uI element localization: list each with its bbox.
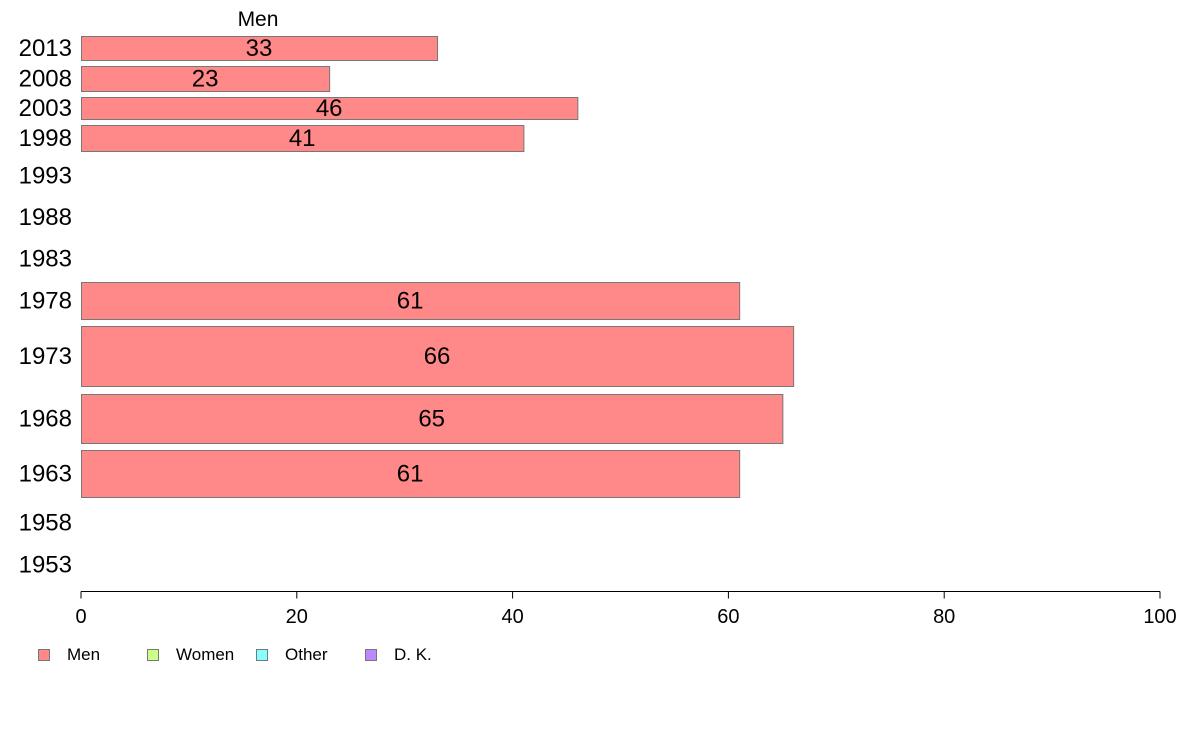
category-label: 1988	[19, 204, 72, 231]
legend-swatch-women	[147, 649, 159, 661]
x-tick-label: 40	[501, 606, 523, 628]
category-label: 1963	[19, 461, 72, 488]
row-1958: 1958	[19, 510, 72, 537]
x-tick-label: 100	[1143, 606, 1176, 628]
row-2013: 2013 33	[19, 35, 439, 62]
x-tick-label: 20	[286, 606, 308, 628]
row-2008: 2008 23	[19, 66, 331, 93]
category-label: 1953	[19, 552, 72, 579]
legend-label-other: Other	[285, 645, 328, 664]
category-label: 1993	[19, 163, 72, 190]
row-1968: 1968 65	[19, 394, 784, 444]
legend-label-men: Men	[67, 645, 101, 664]
column-header: Men	[238, 8, 279, 31]
data-label: 23	[192, 66, 219, 93]
row-1983: 1983	[19, 246, 72, 273]
x-tick-label: 60	[717, 606, 739, 628]
row-1998: 1998 41	[19, 125, 525, 152]
bar-1968	[81, 394, 784, 444]
data-label: 41	[289, 125, 316, 152]
bar-2008	[81, 66, 331, 92]
row-1988: 1988	[19, 204, 72, 231]
legend-swatch-dk	[365, 649, 377, 661]
data-label: 65	[418, 406, 445, 433]
category-label: 1978	[19, 288, 72, 315]
data-label: 61	[397, 288, 424, 315]
bar-2003	[81, 97, 579, 120]
category-label: 1973	[19, 343, 72, 370]
data-label: 33	[246, 35, 273, 62]
bar-1998	[81, 125, 525, 152]
bar-2013	[81, 36, 439, 61]
data-label: 66	[424, 343, 451, 370]
row-1973: 1973 66	[19, 326, 795, 387]
bar-1973	[81, 326, 795, 387]
data-label: 46	[316, 95, 343, 122]
row-1993: 1993	[19, 163, 72, 190]
row-1953: 1953	[19, 552, 72, 579]
category-label: 1958	[19, 510, 72, 537]
row-1963: 1963 61	[19, 450, 741, 498]
category-label: 2003	[19, 95, 72, 122]
bar-1978	[81, 282, 741, 320]
row-2003: 2003 46	[19, 95, 579, 122]
data-label: 61	[397, 461, 424, 488]
category-label: 1968	[19, 406, 72, 433]
category-label: 1998	[19, 125, 72, 152]
row-1978: 1978 61	[19, 282, 741, 320]
legend-label-dk: D. K.	[394, 645, 432, 664]
x-tick-label: 80	[933, 606, 955, 628]
legend-item-other: Other	[256, 645, 328, 665]
category-label: 1983	[19, 246, 72, 273]
legend-item-dk: D. K.	[365, 645, 432, 665]
legend-swatch-men	[38, 649, 50, 661]
x-tick-label: 0	[75, 606, 86, 628]
legend-item-men: Men	[38, 645, 100, 665]
category-label: 2008	[19, 66, 72, 93]
legend-item-women: Women	[147, 645, 234, 665]
legend-swatch-other	[256, 649, 268, 661]
legend-label-women: Women	[176, 645, 235, 664]
category-label: 2013	[19, 35, 72, 62]
bar-1963	[81, 450, 741, 498]
